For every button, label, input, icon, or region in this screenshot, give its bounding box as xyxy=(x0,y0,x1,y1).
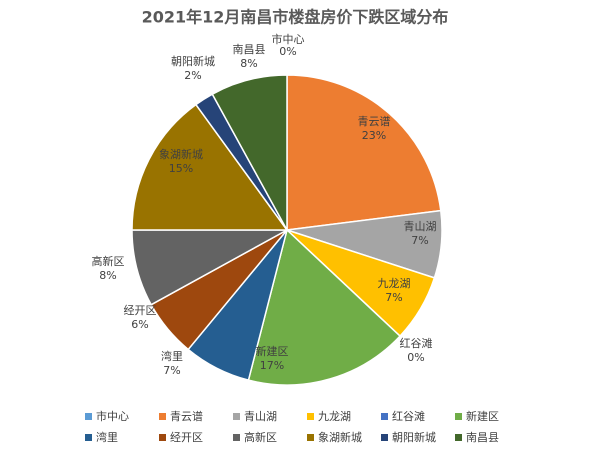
data-label-value: 8% xyxy=(240,57,257,70)
legend-label: 高新区 xyxy=(244,430,277,444)
legend-swatch xyxy=(85,434,92,441)
data-label-name: 青山湖 xyxy=(404,220,437,233)
legend-swatch xyxy=(85,413,92,420)
data-label-value: 23% xyxy=(362,129,386,142)
legend-label: 青云谱 xyxy=(170,409,203,423)
legend-label: 湾里 xyxy=(96,430,118,444)
data-label-value: 15% xyxy=(169,162,193,175)
pie-slice xyxy=(211,74,288,231)
pie-slice xyxy=(286,74,442,231)
pie-slice xyxy=(131,103,289,231)
legend-swatch xyxy=(455,434,462,441)
data-label-name: 湾里 xyxy=(161,349,183,363)
data-label-value: 2% xyxy=(184,69,201,82)
data-label-value: 0% xyxy=(279,45,296,58)
data-label-name: 高新区 xyxy=(92,254,125,268)
legend-label: 南昌县 xyxy=(466,431,499,444)
data-label-name: 新建区 xyxy=(256,344,289,358)
data-label-name: 红谷滩 xyxy=(400,336,433,350)
legend-swatch xyxy=(307,413,314,420)
legend-label: 经开区 xyxy=(170,431,203,444)
legend-swatch xyxy=(159,413,166,420)
legend-label: 象湖新城 xyxy=(318,430,362,444)
data-label-value: 7% xyxy=(411,234,428,247)
pie-slice xyxy=(247,228,402,386)
data-label-value: 6% xyxy=(131,318,148,331)
data-label-value: 0% xyxy=(407,351,424,364)
data-label-value: 7% xyxy=(163,364,180,377)
legend-label: 市中心 xyxy=(96,409,129,423)
legend-swatch xyxy=(381,434,388,441)
data-label-value: 8% xyxy=(99,269,116,282)
legend-swatch xyxy=(233,413,240,420)
legend-swatch xyxy=(381,413,388,420)
legend-label: 红谷滩 xyxy=(392,409,425,423)
legend-swatch xyxy=(307,434,314,441)
data-label-name: 经开区 xyxy=(124,304,157,317)
data-label-name: 青云谱 xyxy=(358,114,391,128)
data-label-value: 7% xyxy=(385,291,402,304)
legend-swatch xyxy=(233,434,240,441)
data-label-name: 南昌县 xyxy=(233,43,266,56)
chart-title: 2021年12月南昌市楼盘房价下跌区域分布 xyxy=(142,8,449,27)
legend-label: 朝阳新城 xyxy=(392,430,436,444)
data-label-name: 九龙湖 xyxy=(378,277,411,290)
legend-swatch xyxy=(455,413,462,420)
legend-label: 新建区 xyxy=(466,409,499,423)
legend-label: 九龙湖 xyxy=(318,410,351,423)
legend-swatch xyxy=(159,434,166,441)
legend-label: 青山湖 xyxy=(244,410,277,423)
data-label-name: 朝阳新城 xyxy=(171,54,215,68)
data-label-value: 17% xyxy=(260,359,284,372)
data-label-name: 市中心 xyxy=(272,32,305,46)
data-label-name: 象湖新城 xyxy=(159,147,203,161)
